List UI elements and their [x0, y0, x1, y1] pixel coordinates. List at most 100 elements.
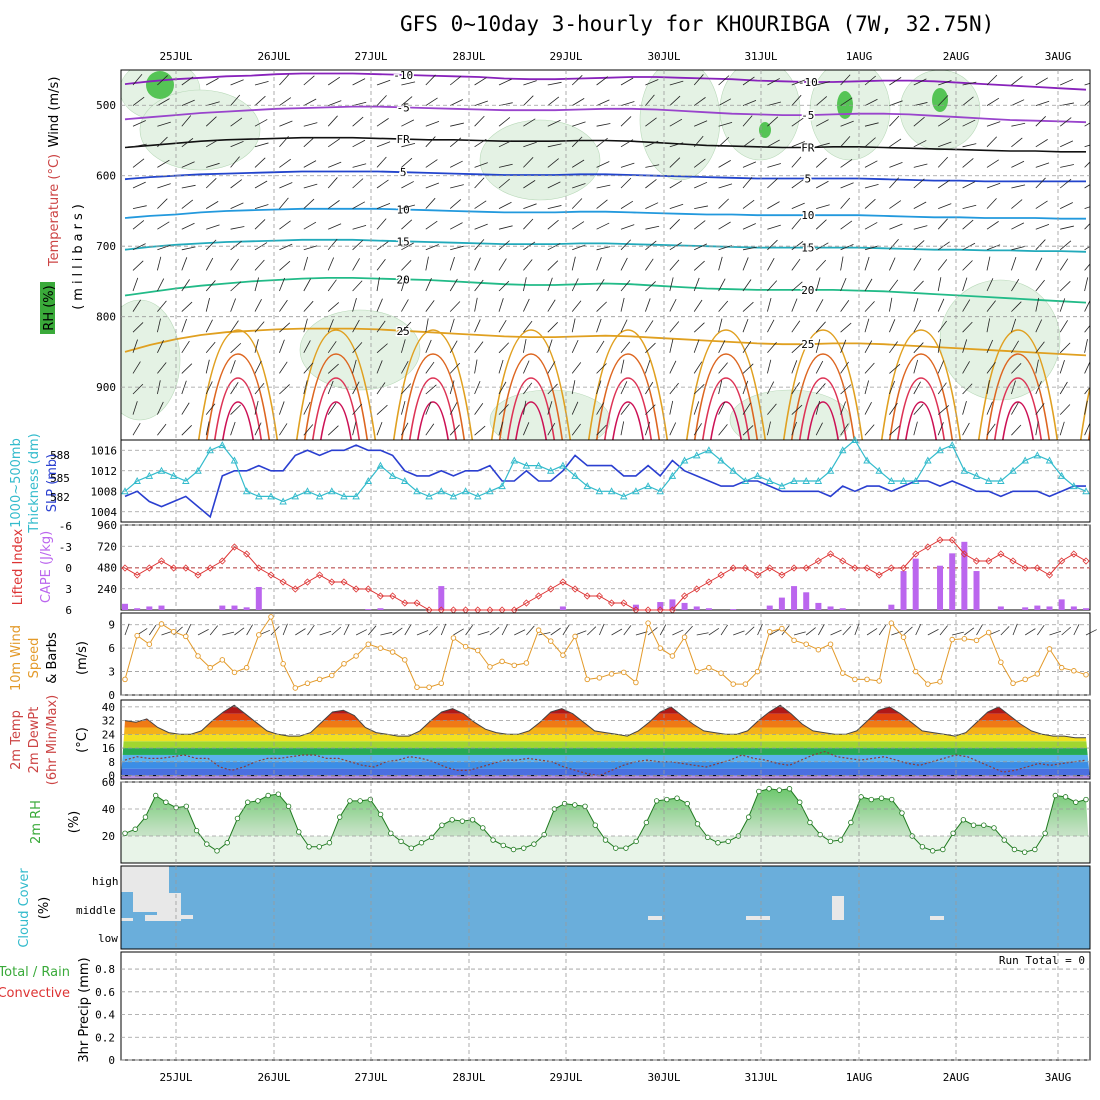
- rh-tick: 60: [102, 776, 115, 789]
- wind-barb: [986, 256, 991, 271]
- wind-barb: [401, 81, 416, 86]
- top-date-label: 31JUL: [744, 50, 777, 63]
- wind-barb: [962, 422, 970, 436]
- wind-barb: [742, 161, 757, 168]
- li-tick: 0: [65, 562, 72, 575]
- wind-barb: [449, 362, 461, 374]
- thickness-marker: [1009, 466, 1017, 474]
- wind-barb: [596, 199, 608, 209]
- surface-wind-barb: [927, 629, 939, 636]
- wind-barb: [596, 301, 607, 312]
- wind-barb: [1035, 162, 1050, 168]
- wind-barb: [254, 119, 268, 127]
- bottom-date-label: 31JUL: [744, 1071, 777, 1084]
- rh-marker: [214, 848, 220, 854]
- temp-contour-bump: [222, 401, 254, 440]
- wind-speed-marker: [633, 679, 639, 686]
- wind-barb: [572, 121, 586, 127]
- surface-wind-barb: [611, 628, 623, 636]
- temp-color-band: [121, 761, 1090, 769]
- wind-tick: 9: [108, 619, 115, 632]
- temp-color-band: [121, 720, 1090, 728]
- rh-marker: [848, 819, 854, 826]
- wind-speed-marker: [462, 643, 469, 650]
- wind-barb: [572, 183, 586, 189]
- temp-contour-bump: [392, 329, 474, 440]
- rh-marker: [204, 841, 210, 847]
- wind-barb: [157, 183, 171, 189]
- wind-barb: [157, 318, 161, 333]
- wind-barb: [571, 380, 576, 395]
- thickness-marker: [522, 461, 531, 469]
- wind-barb: [669, 298, 677, 312]
- wind-barb: [132, 401, 138, 415]
- wind-barb: [596, 123, 611, 127]
- wind-barb: [450, 122, 464, 127]
- wind-barb: [498, 319, 507, 333]
- wind-barb: [205, 403, 216, 415]
- thickness-marker: [267, 492, 275, 500]
- wind-tick: 0: [108, 689, 115, 702]
- wind-barb: [596, 184, 611, 189]
- wind-speed-line: [124, 615, 1087, 689]
- surface-wind-barb: [392, 627, 403, 636]
- wind-speed-marker: [183, 633, 189, 640]
- wind-barb: [181, 246, 196, 251]
- wind-barb: [352, 342, 363, 354]
- wind-barb: [986, 300, 996, 312]
- rh-marker: [152, 792, 159, 799]
- wind-barb: [889, 77, 902, 86]
- wind-speed-marker: [377, 645, 384, 651]
- wind-barb: [205, 341, 216, 354]
- wind-barb: [327, 425, 339, 436]
- wind-barb: [132, 361, 141, 374]
- isotherm-25: [124, 327, 1087, 357]
- wind-barb: [303, 300, 314, 312]
- wind-barb: [718, 121, 733, 127]
- wind-barb: [913, 201, 927, 209]
- wind-barb: [157, 98, 170, 106]
- wind-barb: [645, 164, 660, 168]
- precip-tick: 0.4: [95, 1009, 115, 1022]
- wind-barb: [718, 278, 726, 292]
- temp-contour-bump: [400, 353, 466, 440]
- cape-bar: [888, 604, 895, 610]
- surface-wind-barb: [209, 625, 219, 636]
- thickness-marker: [364, 477, 373, 484]
- surface-wind-barb: [635, 631, 648, 636]
- temp-color-band: [121, 705, 1090, 707]
- wind-barb: [889, 425, 901, 436]
- wind-barb: [132, 96, 145, 106]
- wind-barb: [230, 156, 240, 168]
- rh-marker: [521, 845, 527, 851]
- cloud-clear-gap: [181, 915, 193, 919]
- wind-barb: [1011, 402, 1019, 415]
- wind-barb: [840, 159, 853, 168]
- wind-barb: [498, 381, 507, 395]
- wind-barb: [401, 96, 413, 106]
- wind-barb: [669, 400, 674, 415]
- rh-blob: [719, 70, 801, 161]
- wind-barb: [254, 95, 266, 106]
- wind-barb: [474, 403, 484, 415]
- wind-barb: [547, 219, 559, 230]
- wind-barb: [401, 157, 413, 168]
- wind-barb: [693, 401, 700, 415]
- wind-speed-marker: [852, 676, 858, 683]
- rh-marker: [725, 838, 731, 845]
- wind-barb: [913, 381, 921, 395]
- wind-speed-marker: [1010, 680, 1016, 687]
- thickness-marker: [230, 456, 239, 464]
- pressure-tick: 700: [96, 240, 116, 253]
- thickness-marker: [291, 492, 300, 500]
- li-marker: [1033, 564, 1041, 572]
- thickness-marker: [352, 492, 360, 500]
- wind-barb: [352, 280, 363, 292]
- wind-speed-marker: [134, 632, 140, 639]
- wind-barb: [254, 360, 262, 374]
- temp-line: [124, 704, 1086, 739]
- wind-barb: [523, 277, 527, 292]
- panel8-ylabel: 3hr Precip (mm): [77, 957, 92, 1062]
- wind-barb: [620, 177, 632, 189]
- wind-barb: [425, 423, 435, 436]
